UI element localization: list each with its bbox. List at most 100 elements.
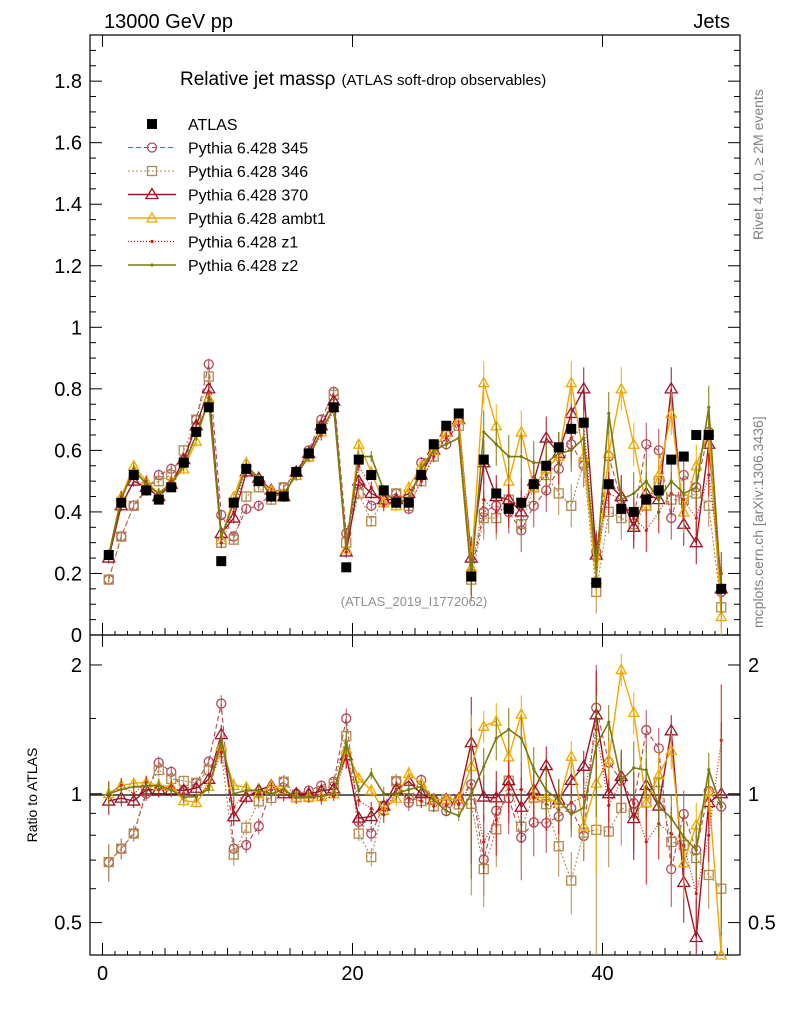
point-p345 [241,503,252,514]
point-p345 [203,359,214,370]
ratio-point-p345 [641,724,652,736]
ratio-point-p346 [566,875,577,886]
point-atlas [703,430,714,440]
point-atlas [616,503,627,514]
point-ambt1 [665,407,678,419]
point-z1 [219,541,223,545]
point-atlas [391,497,402,508]
ratio-point-p370 [139,782,154,795]
point-z1 [632,516,636,520]
legend-marker-z1 [150,239,154,244]
ratio-point-z2 [182,795,186,799]
point-z2 [557,451,561,456]
point-p346 [128,500,139,511]
ratio-point-z2 [119,787,123,792]
ratio-point-z2 [682,835,686,839]
point-atlas [253,476,264,487]
ratio-axis-label: Ratio to ATLAS [24,748,40,843]
ratio-point-z2 [719,805,723,809]
ratio-point-z2 [407,787,411,792]
ratio-point-p370 [226,809,241,822]
point-z1 [694,516,698,520]
ratio-point-z2 [507,727,511,731]
point-z1 [382,504,386,508]
ratio-point-p370 [476,789,491,802]
point-atlas [653,485,664,496]
point-atlas [166,482,177,493]
ratio-point-z2 [369,771,373,776]
ratio-point-z2 [269,792,273,796]
point-z1 [494,510,498,514]
rivet-label: Rivet 4.1.0, ≥ 2M events [750,89,766,240]
point-p346 [566,500,577,511]
y-tick-label-main: 0.6 [54,440,82,462]
ratio-point-z2 [282,788,286,792]
ratio-point-ambt1 [352,771,365,783]
ratio-point-z2 [144,784,148,788]
chart-title: Relative jet massρ (ATLAS soft-drop obser… [180,69,546,90]
ratio-point-p346 [116,843,127,854]
point-z2 [644,479,648,483]
legend: ATLAS Pythia 6.428 345 Pythia 6.428 346 Pyt… [128,117,326,275]
legend-marker-z2 [150,263,154,267]
legend-label-z2: Pythia 6.428 z2 [188,258,298,275]
ratio-point-p346 [241,822,252,833]
legend-marker-p370 [144,187,160,200]
y-tick-label-main: 1.6 [54,133,82,155]
legend-label-p345: Pythia 6.428 345 [188,141,308,158]
series-ratio [101,653,729,960]
ratio-point-p346 [228,849,239,860]
point-atlas [466,571,477,582]
y-tick-label-main: 0.2 [54,563,82,585]
point-z2 [682,491,686,496]
point-z1 [707,473,711,477]
ratio-point-z2 [569,812,573,816]
ratio-point-p346 [103,856,114,868]
ratio-point-z2 [419,785,423,789]
point-atlas [378,485,389,496]
point-p346 [116,531,127,542]
y-tick-label-main: 0.4 [54,502,82,524]
point-atlas [491,488,502,499]
legend-label-z1: Pythia 6.428 z1 [188,235,298,252]
ratio-point-z2 [519,736,523,740]
point-atlas [541,460,552,471]
point-atlas [716,583,727,594]
point-atlas [503,503,514,514]
ratio-point-p370 [351,810,366,823]
point-atlas [366,470,377,480]
point-z2 [344,544,348,548]
legend-label-atlas: ATLAS [188,117,238,134]
point-ambt1 [715,610,728,622]
ratio-point-z1 [482,840,486,844]
ratio-point-p346 [553,841,564,852]
point-ambt1 [352,437,365,449]
point-atlas [153,494,164,505]
point-atlas [341,562,352,573]
ratio-point-p346 [366,851,377,863]
point-z1 [369,485,373,489]
point-atlas [528,479,539,490]
point-atlas [316,423,327,434]
y-tick-label-main: 0 [71,625,82,647]
chart-title-main: Relative jet mass [180,69,325,90]
ratio-point-ambt1 [602,752,615,764]
ratio-point-p345 [253,821,264,832]
point-atlas [628,506,639,517]
point-p370 [364,486,379,499]
ratio-point-z1 [644,840,648,844]
ratio-point-z1 [694,891,698,896]
ratio-point-ambt1 [627,706,640,717]
ratio-point-z2 [707,768,711,772]
ratio-point-z1 [707,833,711,837]
ratio-point-z1 [344,754,348,758]
ratio-point-z1 [219,750,223,754]
ratio-point-z2 [532,767,536,771]
point-p346 [366,516,377,527]
point-atlas [328,402,339,413]
ratio-point-z2 [544,788,548,793]
legend-marker-p346 [146,165,158,177]
y-tick-label-main: 1.2 [54,256,82,278]
ratio-point-z1 [457,802,461,807]
ratio-point-z2 [644,768,648,772]
